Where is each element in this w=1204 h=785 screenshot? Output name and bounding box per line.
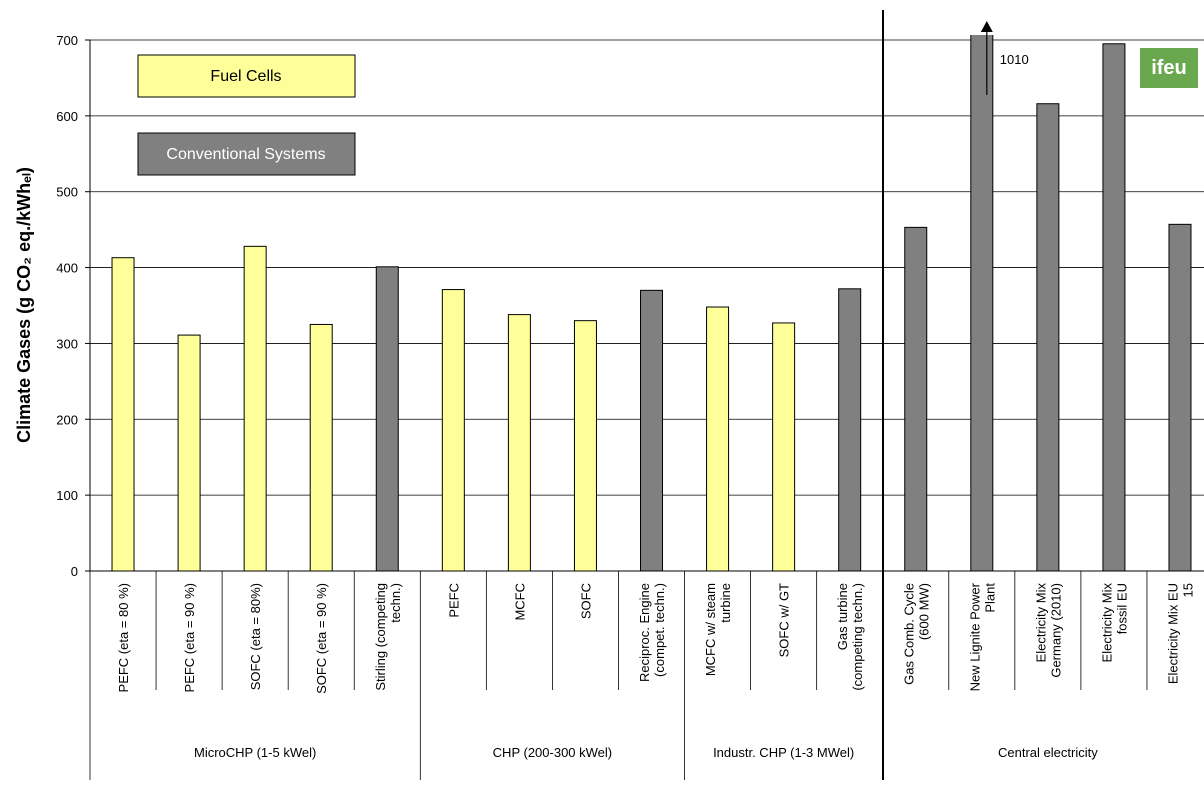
x-tick-label: PEFC — [446, 583, 461, 618]
y-tick-label: 200 — [56, 412, 78, 427]
bar — [706, 306, 730, 572]
x-tick-label: MCFC — [512, 583, 527, 621]
x-tick-label: Electricity Mix EU15 — [1165, 583, 1195, 684]
x-tick-label: SOFC w/ GT — [777, 583, 792, 657]
y-tick-label: 300 — [56, 336, 78, 351]
legend-swatch — [137, 132, 356, 176]
labels: 0 100 200 300 400 500 600 700 Fuel Cells Conventi… — [56, 21, 1195, 760]
y-tick-label: 700 — [56, 33, 78, 48]
bar — [111, 257, 135, 572]
x-tick-label: Electricity MixGermany (2010) — [1033, 583, 1063, 678]
bar — [772, 322, 796, 572]
x-tick-label: Stirling (competingtechn.) — [373, 583, 403, 691]
logo: ifeu — [1151, 57, 1187, 79]
bar — [375, 266, 399, 572]
x-tick-label: Electricity Mixfossil EU — [1099, 583, 1129, 663]
y-tick-label: 600 — [56, 109, 78, 124]
x-tick-label: SOFC (eta = 80%) — [248, 583, 263, 690]
bar — [507, 314, 531, 572]
x-tick-label: MCFC w/ steamturbine — [703, 583, 733, 676]
bar — [243, 245, 267, 572]
bar — [1036, 103, 1060, 572]
group-label: MicroCHP (1-5 kWel) — [194, 745, 316, 760]
bar — [970, 35, 994, 572]
logo-box — [1140, 48, 1198, 88]
overflow-arrowhead — [980, 21, 993, 32]
legend-swatch — [137, 54, 356, 98]
x-tick-label: Reciproc. Engine(compet. techn.) — [637, 583, 667, 682]
y-tick-label: 400 — [56, 261, 78, 276]
y-tick-label: 500 — [56, 185, 78, 200]
bar — [904, 226, 928, 572]
bar — [640, 289, 664, 572]
legend-label: Fuel Cells — [210, 68, 281, 85]
x-tick-label: Gas Comb. Cycle(600 MW) — [901, 583, 931, 685]
x-tick-label: SOFC — [578, 583, 593, 619]
value-label: 1010 — [1000, 52, 1029, 67]
y-axis-title: Climate Gases (g CO₂ eq./kWhₑₗ) — [14, 167, 34, 443]
x-tick-label: PEFC (eta = 80 %) — [116, 583, 131, 692]
legend-label: Conventional Systems — [166, 146, 325, 163]
bar — [441, 289, 465, 572]
bars — [111, 35, 1192, 572]
x-tick-label: New Lignite PowerPlant — [967, 582, 997, 691]
bar — [1102, 43, 1126, 572]
x-tick-label: Gas turbine(competing techn.) — [835, 583, 865, 691]
y-tick-label: 0 — [71, 564, 78, 579]
bar — [838, 288, 862, 572]
y-tick-label: 100 — [56, 488, 78, 503]
bar — [1168, 223, 1192, 572]
bar — [573, 320, 597, 572]
group-label: Industr. CHP (1-3 MWel) — [713, 745, 854, 760]
x-tick-label: PEFC (eta = 90 %) — [182, 583, 197, 692]
group-label: CHP (200-300 kWel) — [493, 745, 612, 760]
bar — [177, 334, 201, 572]
group-label: Central electricity — [998, 745, 1098, 760]
x-tick-label: SOFC (eta = 90 %) — [314, 583, 329, 694]
bar — [309, 323, 333, 572]
